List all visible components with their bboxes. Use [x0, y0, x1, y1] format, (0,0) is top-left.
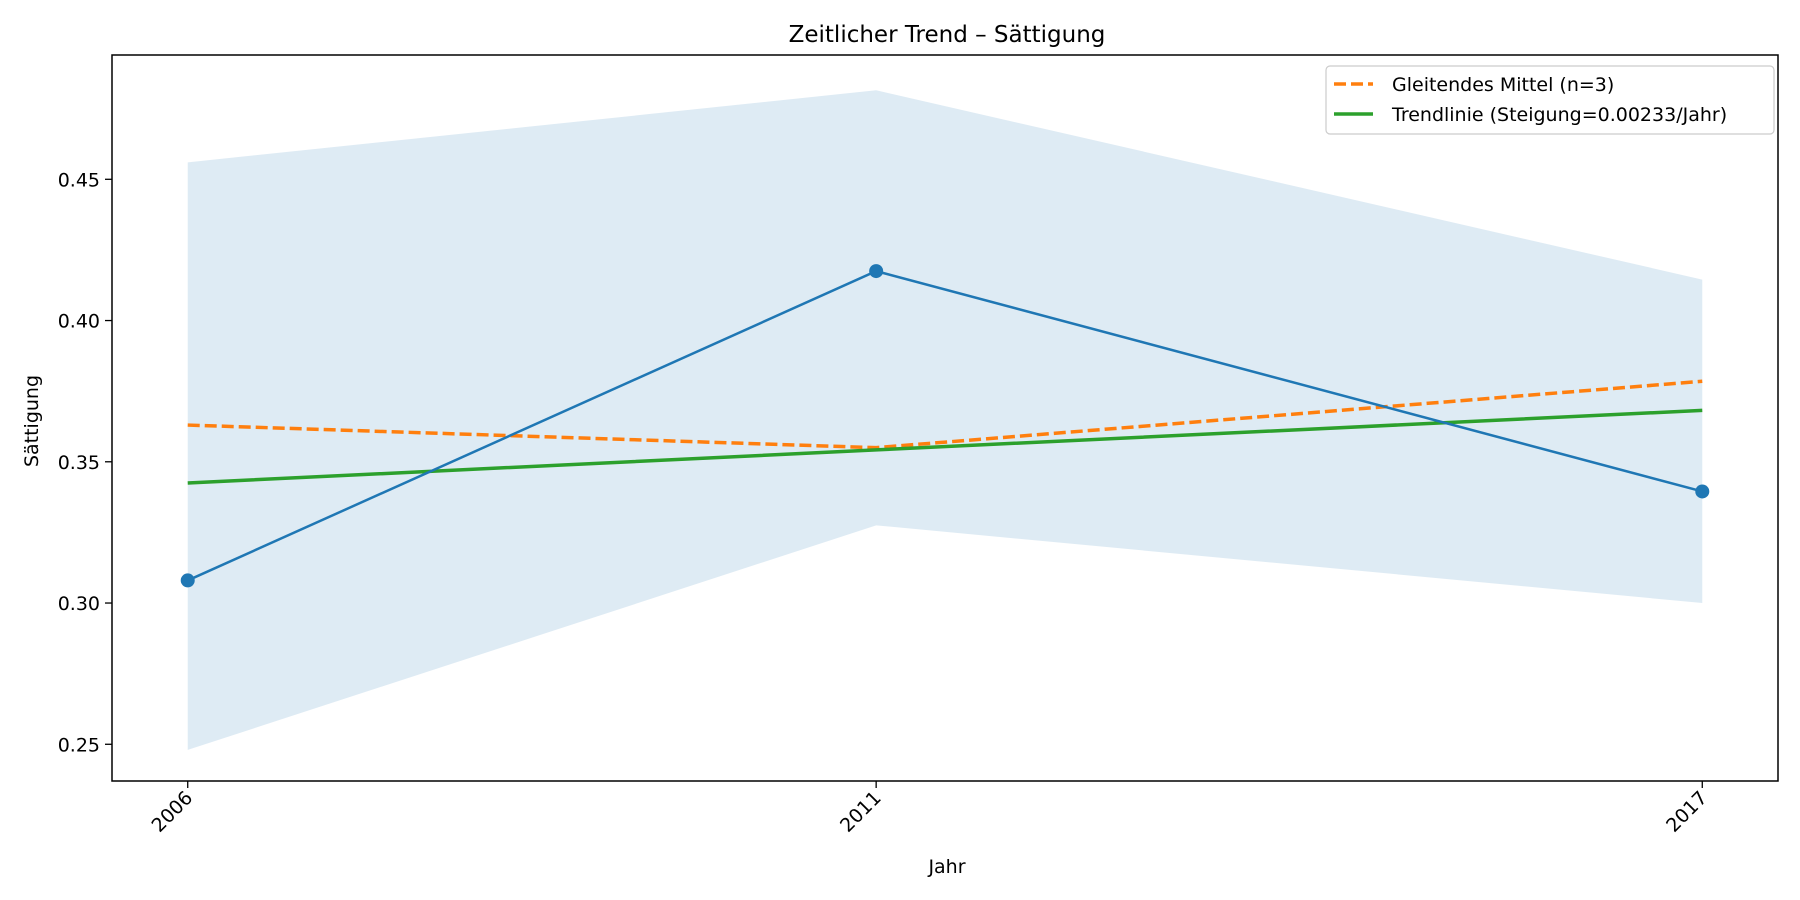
- legend: Gleitendes Mittel (n=3) Trendlinie (Stei…: [1325, 65, 1775, 135]
- x-axis-title: Jahr: [927, 856, 965, 878]
- legend-box: [1325, 65, 1775, 135]
- main-series-markers: [180, 264, 1710, 588]
- data-point-2011: [869, 264, 884, 279]
- legend-label-moving-average: Gleitendes Mittel (n=3): [1392, 74, 1614, 96]
- data-point-2006: [180, 573, 195, 588]
- moving-average-line: [187, 379, 1703, 450]
- y-tick-label: 0.40: [58, 311, 100, 333]
- y-tick-label: 0.35: [58, 452, 100, 474]
- legend-label-trend-line: Trendlinie (Steigung=0.00233/Jahr): [1391, 104, 1727, 126]
- confidence-band: [187, 90, 1703, 750]
- y-tick-label: 0.30: [58, 593, 100, 615]
- y-tick-label: 0.45: [58, 169, 100, 191]
- y-axis: 0.25 0.30 0.35 0.40 0.45: [58, 169, 112, 756]
- y-axis-title: Sättigung: [21, 375, 43, 467]
- data-point-2017: [1695, 484, 1710, 499]
- plot-frame: [111, 54, 1779, 782]
- y-tick-label: 0.25: [58, 734, 100, 756]
- plot-area: [180, 90, 1710, 750]
- chart-title: Zeitlicher Trend – Sättigung: [789, 22, 1106, 48]
- trend-line: [187, 408, 1703, 485]
